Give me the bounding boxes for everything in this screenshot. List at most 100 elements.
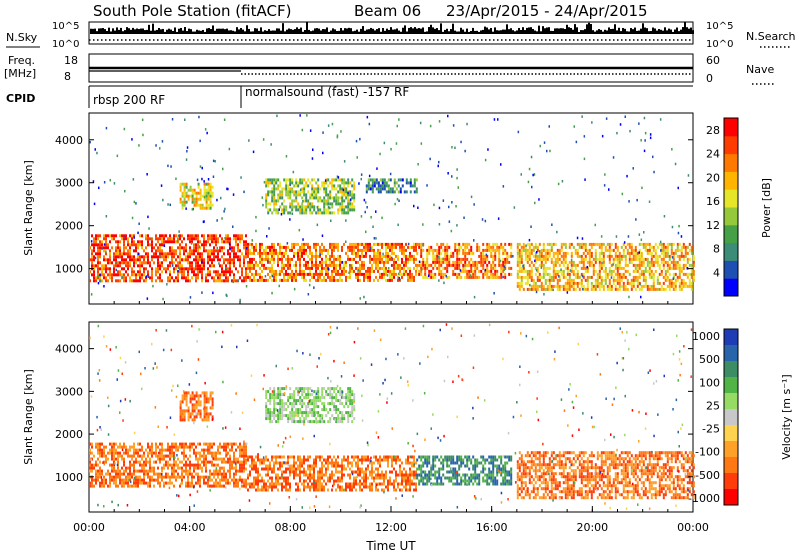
range-cell xyxy=(630,251,633,255)
range-cell xyxy=(229,255,231,259)
range-cell xyxy=(583,135,586,138)
range-cell xyxy=(117,252,119,256)
range-cell xyxy=(205,200,208,204)
range-cell xyxy=(403,251,405,255)
range-cell xyxy=(153,460,155,464)
range-cell xyxy=(686,272,689,276)
range-cell xyxy=(142,133,144,137)
range-cell xyxy=(442,272,445,276)
range-cell xyxy=(181,475,183,479)
range-cell xyxy=(572,281,575,285)
range-cell xyxy=(664,287,667,291)
range-cell xyxy=(546,287,549,291)
range-cell xyxy=(496,245,499,249)
range-cell xyxy=(193,409,196,413)
range-cell xyxy=(662,248,665,252)
range-cell xyxy=(201,273,203,277)
range-cell xyxy=(191,270,193,274)
range-cell xyxy=(561,180,564,183)
range-cell xyxy=(584,257,587,261)
range-cell xyxy=(267,257,269,261)
range-cell xyxy=(407,272,409,276)
range-cell xyxy=(339,254,341,258)
range-cell xyxy=(105,279,107,283)
range-cell xyxy=(464,260,467,264)
range-cell xyxy=(428,275,431,279)
range-cell xyxy=(233,249,235,253)
range-cell xyxy=(324,179,327,182)
range-cell xyxy=(135,460,137,464)
range-cell xyxy=(197,466,199,470)
range-cell xyxy=(265,202,268,206)
range-cell xyxy=(662,254,665,258)
range-cell xyxy=(185,185,188,189)
range-cell xyxy=(155,279,157,283)
range-cell xyxy=(103,448,105,452)
range-cell xyxy=(610,248,613,252)
nsky-bar xyxy=(186,31,188,34)
range-cell xyxy=(181,478,183,482)
range-cell xyxy=(97,234,99,238)
range-cell xyxy=(612,281,615,285)
range-cell xyxy=(626,242,629,246)
range-cell xyxy=(590,260,593,264)
range-cell xyxy=(598,284,601,288)
range-cell xyxy=(401,260,403,264)
range-cell xyxy=(570,281,573,285)
range-cell xyxy=(183,270,185,274)
range-cell xyxy=(580,254,583,258)
nsky-bar xyxy=(348,27,350,34)
range-cell xyxy=(215,454,217,458)
range-cell xyxy=(640,238,643,241)
range-cell xyxy=(572,284,575,288)
range-cell xyxy=(211,391,214,395)
range-cell xyxy=(315,272,317,276)
range-cell xyxy=(233,451,235,455)
range-cell xyxy=(379,272,381,276)
range-cell xyxy=(203,243,205,247)
range-cell xyxy=(586,248,589,252)
nsky-bar xyxy=(522,27,524,34)
range-cell xyxy=(99,261,101,265)
range-cell xyxy=(222,167,224,171)
range-cell xyxy=(233,255,235,259)
range-cell xyxy=(115,484,117,488)
range-cell xyxy=(119,234,121,238)
range-cell xyxy=(133,454,135,458)
range-cell xyxy=(494,266,497,270)
range-cell xyxy=(127,240,129,244)
range-cell xyxy=(171,240,173,244)
range-cell xyxy=(214,160,216,163)
range-cell xyxy=(411,254,413,258)
range-cell xyxy=(245,252,247,256)
range-cell xyxy=(143,273,145,277)
range-cell xyxy=(307,266,309,270)
range-cell xyxy=(351,205,354,209)
range-cell xyxy=(518,254,521,258)
range-cell xyxy=(187,463,189,467)
range-cell xyxy=(642,275,645,279)
range-cell xyxy=(368,122,371,126)
range-cell xyxy=(191,252,193,256)
range-cell xyxy=(301,190,304,194)
range-cell xyxy=(690,263,693,267)
range-cell xyxy=(666,269,669,273)
range-cell xyxy=(357,272,359,276)
range-cell xyxy=(546,242,549,246)
range-cell xyxy=(658,263,661,267)
range-cell xyxy=(243,469,245,473)
range-cell xyxy=(165,475,167,479)
nsky-bar xyxy=(674,29,676,34)
range-cell xyxy=(303,275,305,279)
range-cell xyxy=(115,268,117,272)
range-cell xyxy=(183,418,186,422)
range-cell xyxy=(293,254,295,258)
range-cell xyxy=(223,445,225,449)
range-cell xyxy=(584,245,587,249)
range-cell xyxy=(147,475,149,479)
range-cell xyxy=(197,460,199,464)
range-cell xyxy=(550,275,553,279)
range-cell xyxy=(648,248,651,252)
range-cell xyxy=(297,193,300,197)
range-cell xyxy=(183,276,185,280)
